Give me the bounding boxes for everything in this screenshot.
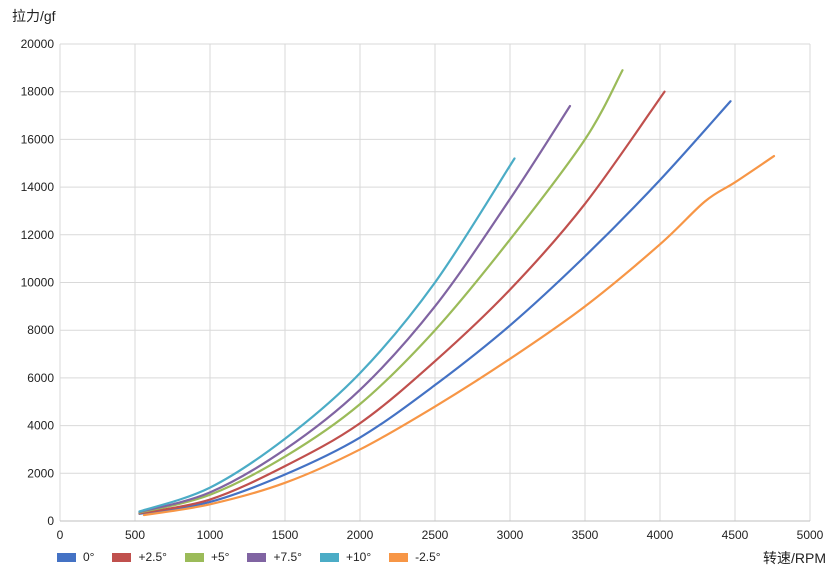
- legend-swatch: [57, 552, 76, 562]
- y-tick-label: 20000: [21, 37, 55, 51]
- y-axis-title: 拉力/gf: [12, 8, 56, 24]
- x-tick-label: 4000: [647, 528, 674, 542]
- series-line-2: [138, 69, 624, 514]
- y-tick-label: 18000: [21, 85, 55, 99]
- legend-label: +5°: [210, 550, 230, 564]
- legend-swatch: [247, 552, 267, 562]
- x-tick-label: 2000: [347, 528, 374, 542]
- y-tick-label: 14000: [21, 180, 55, 194]
- series-line-4: [138, 157, 516, 513]
- y-tick-label: 6000: [27, 371, 54, 385]
- x-tick-label: 3000: [497, 528, 524, 542]
- series-line-5: [142, 154, 776, 517]
- x-tick-label: 0: [57, 528, 64, 542]
- x-tick-label: 4500: [722, 528, 749, 542]
- y-tick-label: 12000: [21, 228, 55, 242]
- series-line-3: [138, 104, 572, 514]
- legend-swatch: [389, 552, 409, 562]
- x-tick-label: 5000: [797, 528, 824, 542]
- x-tick-label: 3500: [572, 528, 599, 542]
- y-tick-label: 16000: [21, 132, 55, 146]
- legend-label: +10°: [345, 550, 372, 564]
- legend-item: +2.5°: [112, 550, 167, 564]
- legend-swatch: [184, 552, 204, 562]
- legend-label: +2.5°: [138, 550, 167, 564]
- y-tick-label: 2000: [27, 466, 54, 480]
- x-tick-label: 2500: [422, 528, 449, 542]
- legend-swatch: [319, 552, 339, 562]
- legend-item: +5°: [184, 550, 230, 564]
- y-tick-label: 0: [47, 514, 54, 528]
- x-tick-label: 1500: [272, 528, 299, 542]
- legend-swatch: [112, 552, 132, 562]
- legend-item: -2.5°: [389, 550, 441, 564]
- y-tick-label: 4000: [27, 419, 54, 433]
- legend-item: 0°: [57, 550, 94, 564]
- series-line-1: [138, 90, 666, 515]
- legend-item: +10°: [319, 550, 372, 564]
- x-tick-label: 1000: [197, 528, 224, 542]
- series-line-0: [138, 100, 732, 515]
- legend: 0° +2.5° +5° +7.5° +10° -2.5°: [57, 550, 459, 564]
- legend-label: -2.5°: [415, 550, 441, 564]
- legend-label: +7.5°: [273, 550, 302, 564]
- x-axis-title: 转速/RPM: [763, 550, 826, 566]
- x-tick-label: 500: [125, 528, 145, 542]
- y-tick-label: 10000: [21, 276, 55, 290]
- legend-item: +7.5°: [247, 550, 302, 564]
- legend-label: 0°: [83, 550, 95, 564]
- y-tick-label: 8000: [27, 323, 54, 337]
